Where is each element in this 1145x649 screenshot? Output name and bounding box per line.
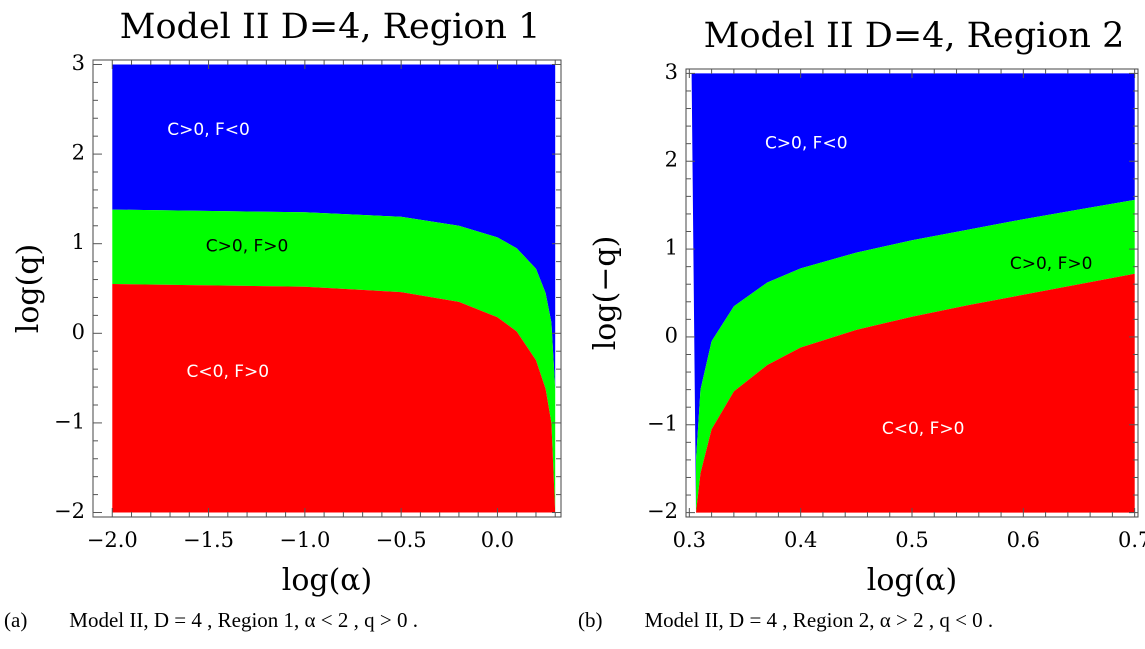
y-axis-label: log(q): [11, 244, 46, 333]
y-tick-label: 0: [665, 323, 678, 347]
y-tick-label: 3: [665, 60, 678, 84]
region-c-pos-f-neg: [112, 64, 556, 389]
x-tick-label: 0.6: [1007, 528, 1040, 552]
y-tick-label: 1: [72, 230, 85, 254]
region-label: C>0, F>0: [206, 236, 289, 256]
region-label: C<0, F>0: [882, 419, 965, 439]
x-tick-label: 0.7: [1118, 528, 1145, 552]
y-tick-label: −2: [647, 499, 678, 523]
chart-title: Model II D=4, Region 1: [120, 7, 541, 47]
x-tick-label: −1.5: [183, 528, 234, 552]
caption-a: (a) Model II, D = 4 , Region 1, α < 2 , …: [4, 608, 418, 632]
region-chart-2: C>0, F<0 C>0, F>0 C<0, F>0 0.3 0.4 0.5 0.6 0.7 −…: [588, 16, 1145, 598]
region-c-pos-f-pos: [696, 199, 1135, 513]
y-tick-label: −1: [54, 409, 85, 433]
y-tick-label: 3: [72, 51, 85, 75]
x-axis-label: log(α): [282, 563, 373, 598]
plot-frame: [92, 59, 562, 518]
chart-panel-region-2: C>0, F<0 C>0, F>0 C<0, F>0 0.3 0.4 0.5 0.6 0.7 −…: [572, 0, 1145, 600]
x-tick-label: 0.4: [784, 528, 817, 552]
region-label: C>0, F<0: [167, 120, 250, 140]
region-c-pos-f-pos: [112, 209, 556, 513]
y-tick-label: 2: [665, 148, 678, 172]
x-tick-label: −2.0: [87, 528, 138, 552]
region-label: C<0, F>0: [187, 362, 270, 382]
chart-panel-region-1: C>0, F<0 C>0, F>0 C<0, F>0 −2.0 −1.5 −1.0 −0.5…: [0, 0, 572, 600]
region-label: C>0, F<0: [765, 134, 848, 154]
caption-b: (b) Model II, D = 4 , Region 2, α > 2 , …: [578, 608, 994, 632]
y-tick-label: −2: [54, 499, 85, 523]
y-tick-label: 1: [665, 236, 678, 260]
y-tick-label: 0: [72, 320, 85, 344]
region-c-neg-f-pos: [696, 273, 1135, 513]
y-tick-label: −1: [647, 411, 678, 435]
x-tick-label: −1.0: [279, 528, 330, 552]
y-axis-label: log(−q): [588, 236, 623, 351]
region-c-pos-f-neg: [691, 73, 1135, 513]
x-tick-label: 0.5: [895, 528, 928, 552]
x-tick-label: 0.3: [673, 528, 706, 552]
y-tick-label: 2: [72, 141, 85, 165]
region-chart-1: C>0, F<0 C>0, F>0 C<0, F>0 −2.0 −1.5 −1.0 −0.5…: [11, 7, 562, 598]
x-tick-label: −0.5: [376, 528, 427, 552]
x-axis-label: log(α): [867, 563, 958, 598]
region-label: C>0, F>0: [1010, 254, 1093, 274]
region-c-neg-f-pos: [112, 284, 556, 513]
chart-title: Model II D=4, Region 2: [704, 16, 1125, 56]
x-tick-label: 0.0: [481, 528, 514, 552]
